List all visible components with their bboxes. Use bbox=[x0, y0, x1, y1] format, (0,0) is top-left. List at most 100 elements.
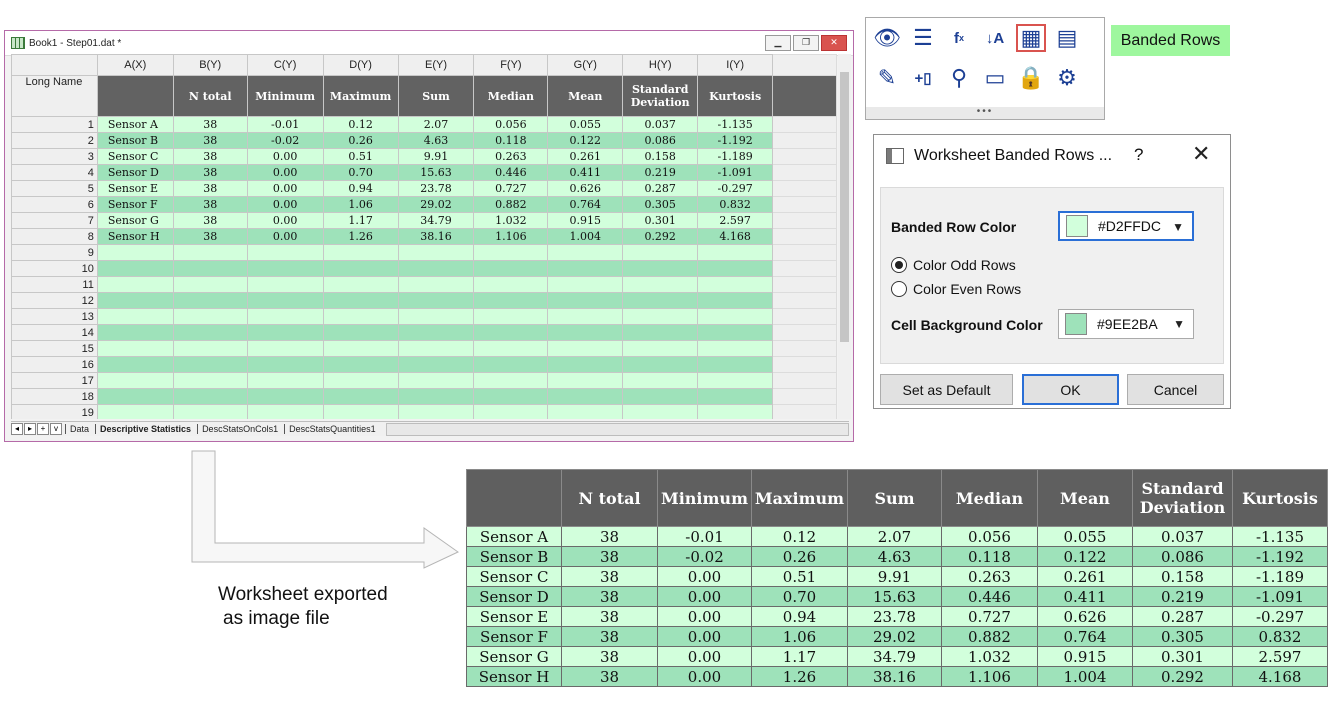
table-cell[interactable] bbox=[172, 292, 248, 309]
table-cell[interactable]: 0.411 bbox=[547, 164, 624, 181]
add-column-icon[interactable]: +▯ bbox=[914, 70, 932, 87]
table-cell[interactable] bbox=[246, 340, 324, 357]
table-cell[interactable] bbox=[473, 244, 549, 261]
table-cell[interactable]: 1.106 bbox=[473, 228, 549, 245]
table-cell[interactable] bbox=[322, 340, 399, 357]
table-cell[interactable]: 0.12 bbox=[322, 116, 399, 133]
table-cell[interactable]: 34.79 bbox=[397, 212, 475, 229]
tab-descstatsoncols1[interactable]: DescStatsOnCols1 bbox=[197, 424, 282, 434]
row-number[interactable]: 9 bbox=[11, 244, 98, 261]
long-name-cell[interactable]: Median bbox=[473, 75, 549, 117]
table-cell[interactable] bbox=[622, 340, 699, 357]
table-cell[interactable] bbox=[473, 292, 549, 309]
table-cell[interactable] bbox=[96, 356, 174, 373]
table-cell[interactable] bbox=[547, 340, 624, 357]
table-cell[interactable]: 2.597 bbox=[697, 212, 774, 229]
tab-list-icon[interactable]: v bbox=[50, 423, 62, 435]
table-cell[interactable] bbox=[397, 340, 475, 357]
table-cell[interactable] bbox=[246, 292, 324, 309]
table-cell[interactable] bbox=[246, 308, 324, 325]
table-cell[interactable]: 38.16 bbox=[397, 228, 475, 245]
table-cell[interactable] bbox=[322, 276, 399, 293]
table-cell[interactable]: Sensor G bbox=[96, 212, 174, 229]
table-cell[interactable]: 0.00 bbox=[246, 212, 324, 229]
table-cell[interactable]: 0.446 bbox=[473, 164, 549, 181]
table-cell[interactable] bbox=[96, 276, 174, 293]
table-cell[interactable]: -1.135 bbox=[697, 116, 774, 133]
table-cell[interactable] bbox=[96, 324, 174, 341]
sort-icon[interactable]: ↓A bbox=[985, 29, 1005, 47]
table-cell[interactable] bbox=[96, 292, 174, 309]
table-cell[interactable] bbox=[172, 324, 248, 341]
table-cell[interactable] bbox=[246, 244, 324, 261]
table-cell[interactable] bbox=[172, 276, 248, 293]
table-cell[interactable] bbox=[246, 404, 324, 419]
row-number[interactable]: 2 bbox=[11, 132, 98, 149]
table-cell[interactable] bbox=[397, 324, 475, 341]
table-cell[interactable]: 0.915 bbox=[547, 212, 624, 229]
column-header[interactable]: C(Y) bbox=[246, 54, 324, 76]
add-sheet-icon[interactable]: + bbox=[37, 423, 49, 435]
table-cell[interactable] bbox=[322, 404, 399, 419]
table-cell[interactable] bbox=[547, 356, 624, 373]
table-cell[interactable] bbox=[547, 308, 624, 325]
table-cell[interactable]: Sensor F bbox=[96, 196, 174, 213]
tab-data[interactable]: Data bbox=[65, 424, 93, 434]
banded-row-color-dropdown[interactable]: #D2FFDC ▼ bbox=[1058, 211, 1194, 241]
table-cell[interactable]: 0.263 bbox=[473, 148, 549, 165]
table-cell[interactable]: -1.192 bbox=[697, 132, 774, 149]
row-number[interactable]: 4 bbox=[11, 164, 98, 181]
table-cell[interactable]: 23.78 bbox=[397, 180, 475, 197]
table-cell[interactable] bbox=[697, 324, 774, 341]
table-cell[interactable] bbox=[172, 404, 248, 419]
list-icon[interactable]: ☰ bbox=[913, 25, 933, 50]
table-cell[interactable] bbox=[622, 388, 699, 405]
table-cell[interactable]: 0.882 bbox=[473, 196, 549, 213]
table-cell[interactable] bbox=[622, 244, 699, 261]
table-cell[interactable]: 38 bbox=[172, 148, 248, 165]
table-cell[interactable]: 0.086 bbox=[622, 132, 699, 149]
table-cell[interactable]: 0.305 bbox=[622, 196, 699, 213]
table-cell[interactable]: 38 bbox=[172, 228, 248, 245]
table-cell[interactable]: Sensor B bbox=[96, 132, 174, 149]
table-cell[interactable]: -0.01 bbox=[246, 116, 324, 133]
table-cell[interactable]: 29.02 bbox=[397, 196, 475, 213]
row-number[interactable]: 10 bbox=[11, 260, 98, 277]
table-cell[interactable]: 4.168 bbox=[697, 228, 774, 245]
table-cell[interactable]: Sensor H bbox=[96, 228, 174, 245]
table-cell[interactable] bbox=[547, 404, 624, 419]
table-cell[interactable] bbox=[473, 308, 549, 325]
table-cell[interactable] bbox=[697, 356, 774, 373]
table-cell[interactable]: 38 bbox=[172, 180, 248, 197]
long-name-cell[interactable]: Maximum bbox=[322, 75, 399, 117]
table-cell[interactable]: 1.004 bbox=[547, 228, 624, 245]
table-cell[interactable] bbox=[246, 260, 324, 277]
table-cell[interactable] bbox=[622, 372, 699, 389]
tab-descriptive-statistics[interactable]: Descriptive Statistics bbox=[95, 424, 195, 434]
table-cell[interactable] bbox=[96, 372, 174, 389]
table-cell[interactable] bbox=[172, 356, 248, 373]
column-header[interactable]: H(Y) bbox=[622, 54, 699, 76]
table-cell[interactable]: 0.287 bbox=[622, 180, 699, 197]
table-cell[interactable]: 1.26 bbox=[322, 228, 399, 245]
table-cell[interactable] bbox=[473, 388, 549, 405]
table-cell[interactable]: 38 bbox=[172, 116, 248, 133]
table-cell[interactable]: 0.158 bbox=[622, 148, 699, 165]
table-cell[interactable]: 0.00 bbox=[246, 180, 324, 197]
toolbar-grip[interactable]: ••• bbox=[866, 107, 1104, 119]
table-cell[interactable]: 0.00 bbox=[246, 164, 324, 181]
table-cell[interactable] bbox=[547, 260, 624, 277]
table-cell[interactable] bbox=[397, 244, 475, 261]
row-number[interactable]: 16 bbox=[11, 356, 98, 373]
column-header[interactable]: D(Y) bbox=[322, 54, 399, 76]
minimize-button[interactable]: ▁ bbox=[765, 35, 791, 51]
workbook-titlebar[interactable]: Book1 - Step01.dat * ▁ ❐ ✕ bbox=[5, 31, 853, 56]
table-cell[interactable]: 0.764 bbox=[547, 196, 624, 213]
comment-icon[interactable]: ▭ bbox=[984, 65, 1006, 90]
table-cell[interactable]: -1.091 bbox=[697, 164, 774, 181]
cell-background-color-dropdown[interactable]: #9EE2BA ▼ bbox=[1058, 309, 1194, 339]
table-cell[interactable]: 0.037 bbox=[622, 116, 699, 133]
horizontal-scrollbar[interactable] bbox=[385, 422, 849, 436]
table-cell[interactable]: 0.727 bbox=[473, 180, 549, 197]
table-cell[interactable]: 0.00 bbox=[246, 148, 324, 165]
